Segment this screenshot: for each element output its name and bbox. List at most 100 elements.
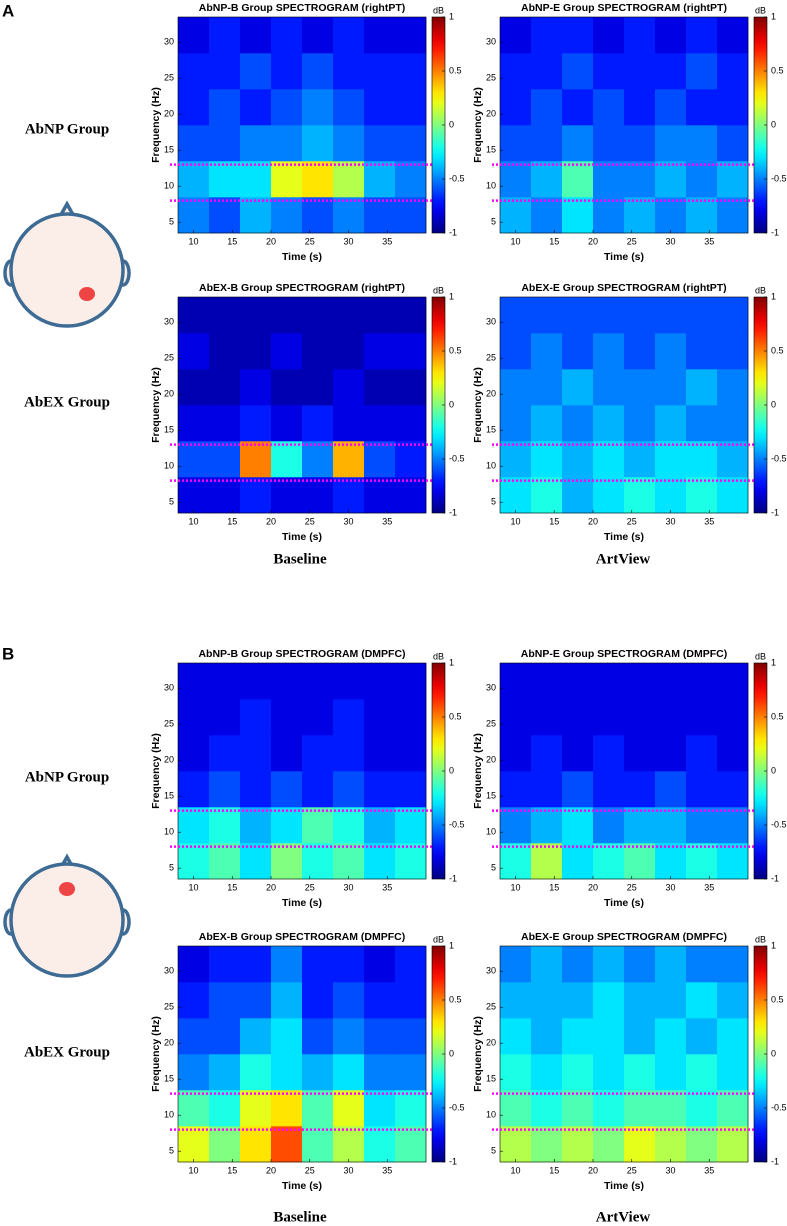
cell <box>178 735 210 772</box>
cell <box>500 663 532 700</box>
cell <box>395 477 427 514</box>
cell <box>395 699 427 736</box>
colorbar-label: dB <box>433 651 444 661</box>
cell <box>178 333 210 370</box>
cell <box>240 1054 272 1091</box>
head-a <box>3 200 131 328</box>
y-tick-label: 20 <box>164 1038 174 1048</box>
chart-title: AbEX-B Group SPECTROGRAM (DMPFC) <box>199 931 406 943</box>
cell <box>271 89 303 126</box>
cell <box>531 477 563 514</box>
cell <box>333 843 365 880</box>
cell <box>593 1018 625 1055</box>
cell <box>271 946 303 983</box>
cell <box>500 369 532 406</box>
cell <box>531 982 563 1019</box>
cell <box>271 333 303 370</box>
cell <box>240 125 272 162</box>
x-tick-label: 10 <box>188 236 198 246</box>
cell <box>686 369 718 406</box>
x-tick-label: 35 <box>704 1165 714 1175</box>
x-tick-label: 25 <box>305 1165 315 1175</box>
cell <box>686 1090 718 1127</box>
cell <box>686 735 718 772</box>
x-tick-label: 25 <box>627 236 637 246</box>
cell <box>562 946 594 983</box>
row-label: AbNP Group <box>25 121 109 137</box>
chart-title: AbNP-E Group SPECTROGRAM (rightPT) <box>521 2 727 14</box>
x-tick-label: 20 <box>266 516 276 526</box>
cell <box>655 53 687 90</box>
x-axis-label: Time (s) <box>604 531 644 543</box>
cell <box>531 735 563 772</box>
colorbar-label: dB <box>755 934 766 944</box>
cell <box>624 405 656 442</box>
cell <box>271 1090 303 1127</box>
x-tick-label: 15 <box>227 882 237 892</box>
x-tick-label: 25 <box>627 516 637 526</box>
cell <box>364 441 396 478</box>
cell <box>593 1090 625 1127</box>
heatmap <box>500 946 749 1163</box>
cell <box>562 735 594 772</box>
cell <box>531 405 563 442</box>
x-tick-label: 10 <box>188 1165 198 1175</box>
cell <box>624 477 656 514</box>
plot-frame <box>499 296 749 514</box>
colorbar-tick-label: -0.5 <box>449 819 465 829</box>
cell <box>178 1018 210 1055</box>
column-label: ArtView <box>596 1209 651 1225</box>
heatmap <box>500 663 749 880</box>
x-tick-label: 30 <box>343 882 353 892</box>
cell <box>178 982 210 1019</box>
colorbar-tick-label: 0 <box>771 399 776 409</box>
cell <box>655 699 687 736</box>
cell <box>364 477 396 514</box>
x-tick-label: 20 <box>266 882 276 892</box>
x-tick-label: 15 <box>227 516 237 526</box>
cell <box>302 946 334 983</box>
cell <box>240 735 272 772</box>
cell <box>531 699 563 736</box>
cell <box>531 333 563 370</box>
x-tick-label: 30 <box>343 516 353 526</box>
colorbar-label: dB <box>433 934 444 944</box>
y-tick-label: 25 <box>164 719 174 729</box>
cell <box>500 807 532 844</box>
colorbar-tick-label: -1 <box>449 1156 457 1166</box>
cell <box>624 735 656 772</box>
plot-frame <box>177 662 427 880</box>
cell <box>717 771 749 808</box>
cell <box>655 441 687 478</box>
y-tick-label: 30 <box>164 37 174 47</box>
colorbar-tick-label: 1 <box>449 657 454 667</box>
cell <box>500 1054 532 1091</box>
y-tick-label: 25 <box>164 73 174 83</box>
cell <box>655 843 687 880</box>
cell <box>302 735 334 772</box>
cell <box>395 1018 427 1055</box>
cell <box>531 771 563 808</box>
cell <box>364 297 396 334</box>
cell <box>655 89 687 126</box>
cell <box>655 297 687 334</box>
cell <box>562 161 594 198</box>
cell <box>209 297 241 334</box>
cell <box>717 735 749 772</box>
cell <box>240 699 272 736</box>
cell <box>624 982 656 1019</box>
cell <box>717 1090 749 1127</box>
cell <box>178 53 210 90</box>
y-tick-label: 25 <box>486 73 496 83</box>
colorbar-tick-label: 1 <box>449 940 454 950</box>
cell <box>624 53 656 90</box>
cell <box>624 807 656 844</box>
cell <box>364 771 396 808</box>
y-axis-label: Frequency (Hz) <box>150 87 162 163</box>
y-tick-label: 20 <box>486 389 496 399</box>
cell <box>333 197 365 234</box>
x-tick-label: 25 <box>627 882 637 892</box>
y-tick-label: 30 <box>164 683 174 693</box>
cell <box>333 771 365 808</box>
y-tick-label: 15 <box>164 425 174 435</box>
